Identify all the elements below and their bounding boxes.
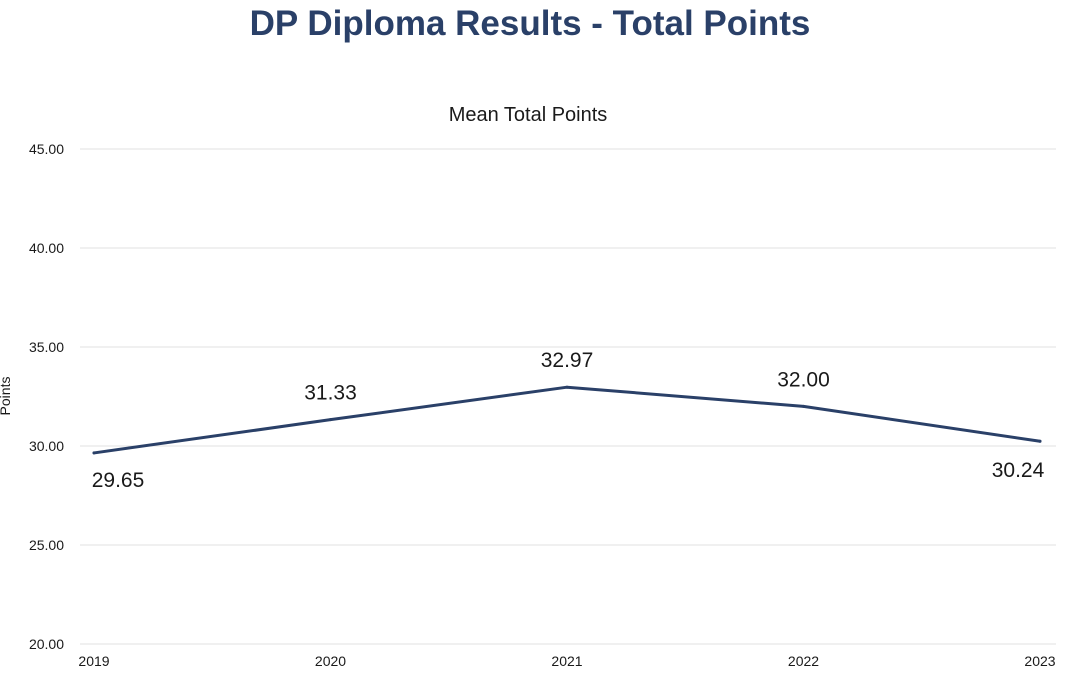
data-labels: 29.65 31.33 32.97 32.00 30.24	[92, 349, 1045, 492]
y-tick-label: 25.00	[29, 537, 64, 553]
data-point	[329, 418, 332, 422]
x-tick-label: 2020	[315, 653, 346, 669]
data-label: 29.65	[92, 469, 145, 492]
x-tick-label: 2021	[551, 653, 582, 669]
y-tick-label: 30.00	[29, 438, 64, 454]
x-tick-label: 2019	[78, 653, 109, 669]
x-tick-label: 2023	[1024, 653, 1055, 669]
page-title: DP Diploma Results - Total Points	[249, 4, 811, 43]
x-tick-label: 2022	[788, 653, 819, 669]
x-axis-ticks: 2019 2020 2021 2022 2023	[78, 653, 1055, 669]
y-axis-ticks: 20.00 25.00 30.00 35.00 40.00 45.00	[29, 141, 64, 652]
data-label: 31.33	[304, 382, 357, 405]
data-point	[565, 385, 569, 389]
y-tick-label: 45.00	[29, 141, 64, 157]
y-tick-label: 40.00	[29, 240, 64, 256]
series-group	[92, 385, 1042, 455]
y-axis-label: Points	[0, 377, 13, 416]
gridlines	[80, 148, 1056, 645]
chart-title: Mean Total Points	[449, 104, 608, 126]
data-point	[92, 451, 96, 455]
series-line	[92, 385, 1042, 455]
data-point	[1038, 439, 1042, 443]
data-point	[802, 404, 805, 408]
data-label: 32.00	[777, 368, 830, 391]
data-label: 32.97	[541, 349, 594, 372]
data-label: 30.24	[992, 459, 1045, 482]
y-tick-label: 20.00	[29, 636, 64, 652]
y-tick-label: 35.00	[29, 339, 64, 355]
